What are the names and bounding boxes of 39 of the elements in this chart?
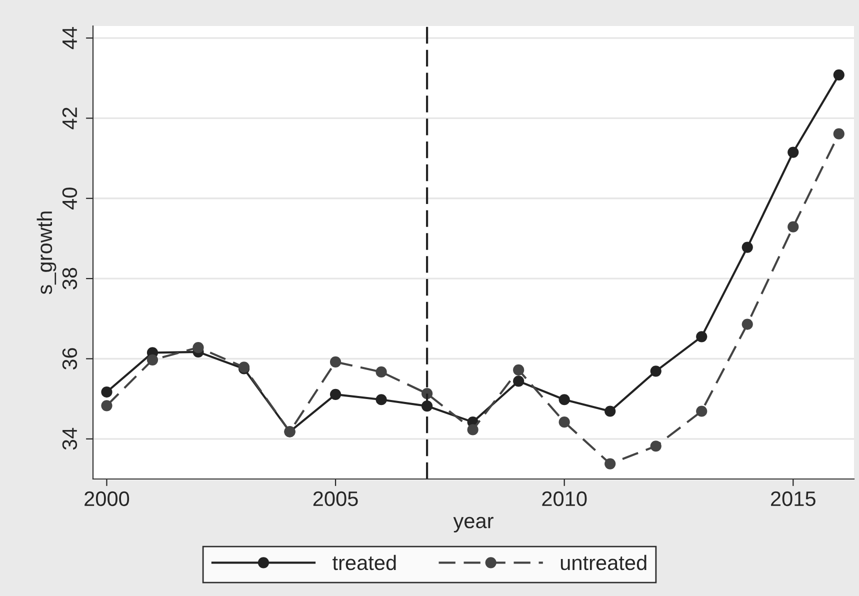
y-tick-label: 44 [62,27,77,50]
point [650,440,662,452]
point [330,388,342,400]
point [513,376,524,387]
x-tick-label: 2000 [84,491,130,506]
point [376,366,387,378]
x-tick-label: 2005 [313,491,358,506]
point [376,394,387,406]
point [467,424,478,436]
point [833,69,844,80]
y-tick-label: 34 [62,428,78,450]
point [513,364,524,376]
legend-label: untreated [560,554,646,570]
x-tick-label: 2015 [771,491,816,506]
x-axis-title: year [453,516,494,532]
point [742,242,753,253]
point [558,394,570,406]
point [788,221,799,232]
point [604,458,616,470]
y-tick-label: 42 [62,108,77,130]
point [604,406,616,417]
point [101,386,112,398]
y-axis-title: s_growth [36,212,56,294]
point [101,400,112,412]
point [696,406,708,417]
x-tick-label: 2010 [542,491,587,506]
y-tick-label: 40 [62,188,78,210]
point [742,318,753,330]
point [833,128,844,140]
point [330,356,342,368]
point [146,354,158,366]
point [788,146,799,158]
point [192,342,204,354]
legend-label: treated [332,554,396,570]
point [558,416,570,428]
y-tick-label: 36 [62,348,78,370]
y-tick-label: 38 [62,268,78,290]
point [650,366,662,377]
point [696,331,708,342]
